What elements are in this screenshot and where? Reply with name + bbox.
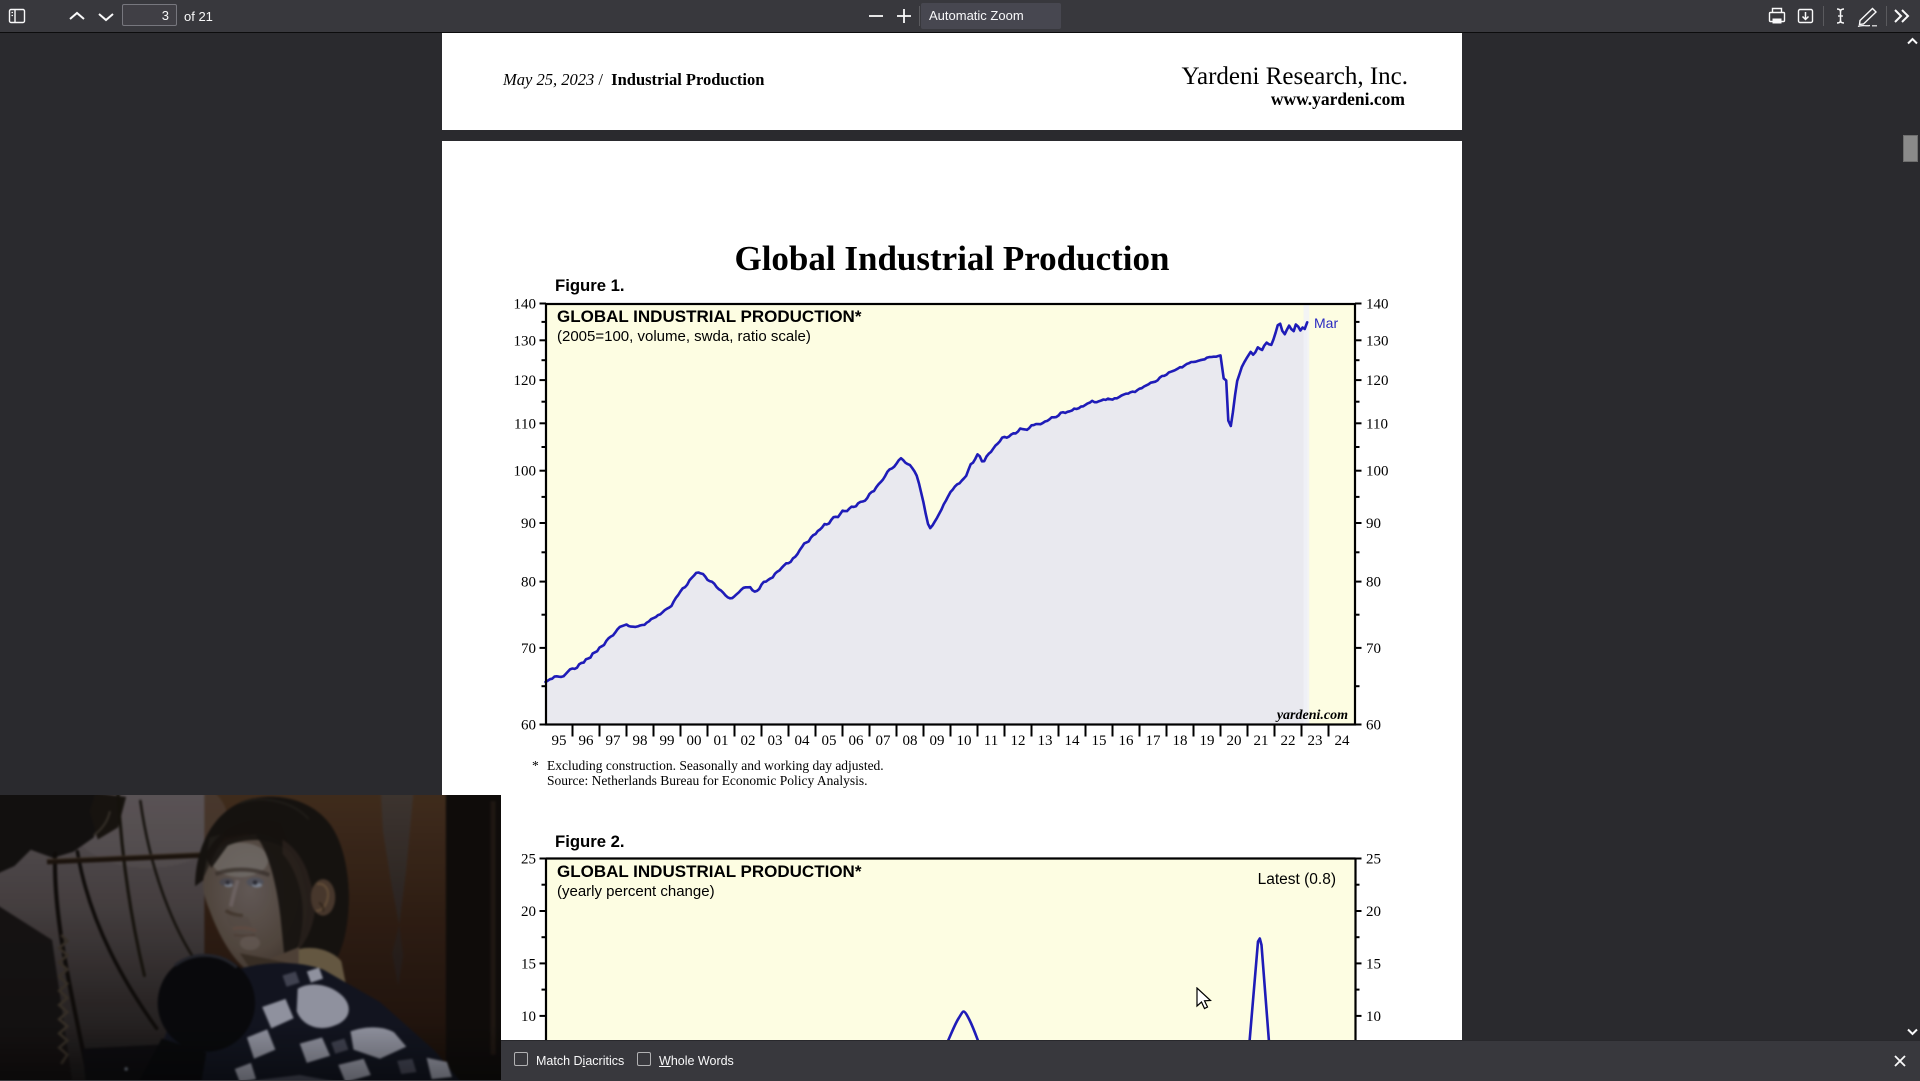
svg-text:98: 98 xyxy=(633,733,648,749)
svg-text:yardeni.com: yardeni.com xyxy=(1275,708,1348,723)
svg-text:06: 06 xyxy=(849,733,865,749)
svg-text:04: 04 xyxy=(795,733,811,749)
svg-text:97: 97 xyxy=(606,733,622,749)
svg-text:140: 140 xyxy=(514,297,537,313)
svg-text:60: 60 xyxy=(1366,718,1381,734)
svg-text:24: 24 xyxy=(1335,733,1351,749)
svg-text:25: 25 xyxy=(1366,852,1381,868)
svg-text:22: 22 xyxy=(1281,733,1296,749)
svg-text:02: 02 xyxy=(741,733,756,749)
svg-text:10: 10 xyxy=(1366,1009,1381,1025)
svg-text:GLOBAL INDUSTRIAL PRODUCTION*: GLOBAL INDUSTRIAL PRODUCTION* xyxy=(557,862,862,881)
svg-text:23: 23 xyxy=(1308,733,1323,749)
svg-text:99: 99 xyxy=(660,733,675,749)
svg-text:70: 70 xyxy=(1366,641,1381,657)
svg-text:130: 130 xyxy=(1366,333,1389,349)
svg-text:01: 01 xyxy=(714,733,729,749)
svg-text:Excluding construction. Season: Excluding construction. Seasonally and w… xyxy=(547,758,884,773)
svg-text:15: 15 xyxy=(1366,956,1381,972)
svg-text:10: 10 xyxy=(521,1009,536,1025)
svg-text:Figure 2.: Figure 2. xyxy=(555,832,625,851)
svg-text:11: 11 xyxy=(984,733,998,749)
svg-text:95: 95 xyxy=(552,733,567,749)
svg-text:16: 16 xyxy=(1119,733,1135,749)
svg-text:08: 08 xyxy=(903,733,918,749)
svg-text:14: 14 xyxy=(1065,733,1081,749)
svg-text:07: 07 xyxy=(876,733,892,749)
svg-text:Source: Netherlands Bureau for: Source: Netherlands Bureau for Economic … xyxy=(547,773,868,788)
svg-text:20: 20 xyxy=(1366,904,1381,920)
svg-text:80: 80 xyxy=(521,575,536,591)
svg-text:25: 25 xyxy=(521,852,536,868)
svg-text:96: 96 xyxy=(579,733,595,749)
svg-text:05: 05 xyxy=(822,733,837,749)
svg-text:17: 17 xyxy=(1146,733,1162,749)
svg-text:100: 100 xyxy=(514,464,537,480)
svg-text:20: 20 xyxy=(1227,733,1242,749)
svg-text:GLOBAL INDUSTRIAL PRODUCTION*: GLOBAL INDUSTRIAL PRODUCTION* xyxy=(557,307,862,326)
svg-text:19: 19 xyxy=(1200,733,1215,749)
svg-text:(yearly percent change): (yearly percent change) xyxy=(557,883,715,900)
svg-text:12: 12 xyxy=(1011,733,1026,749)
svg-text:90: 90 xyxy=(1366,516,1381,532)
svg-text:Figure 1.: Figure 1. xyxy=(555,276,625,295)
svg-text:Mar: Mar xyxy=(1314,315,1338,331)
svg-text:100: 100 xyxy=(1366,464,1389,480)
svg-text:120: 120 xyxy=(1366,373,1389,389)
svg-text:03: 03 xyxy=(768,733,783,749)
svg-text:110: 110 xyxy=(1366,416,1388,432)
svg-text:130: 130 xyxy=(514,333,537,349)
svg-text:140: 140 xyxy=(1366,297,1389,313)
svg-text:18: 18 xyxy=(1173,733,1188,749)
svg-text:120: 120 xyxy=(514,373,537,389)
svg-text:110: 110 xyxy=(514,416,536,432)
svg-text:Latest (0.8): Latest (0.8) xyxy=(1258,871,1336,888)
svg-text:15: 15 xyxy=(521,956,536,972)
svg-text:70: 70 xyxy=(521,641,536,657)
svg-text:20: 20 xyxy=(521,904,536,920)
svg-text:21: 21 xyxy=(1254,733,1269,749)
svg-text:*: * xyxy=(532,758,539,773)
svg-text:(2005=100, volume, swda, ratio: (2005=100, volume, swda, ratio scale) xyxy=(557,328,811,345)
svg-text:15: 15 xyxy=(1092,733,1107,749)
svg-text:10: 10 xyxy=(957,733,972,749)
svg-text:00: 00 xyxy=(687,733,702,749)
svg-text:13: 13 xyxy=(1038,733,1053,749)
svg-text:09: 09 xyxy=(930,733,945,749)
svg-text:80: 80 xyxy=(1366,575,1381,591)
svg-text:60: 60 xyxy=(521,718,536,734)
svg-text:90: 90 xyxy=(521,516,536,532)
